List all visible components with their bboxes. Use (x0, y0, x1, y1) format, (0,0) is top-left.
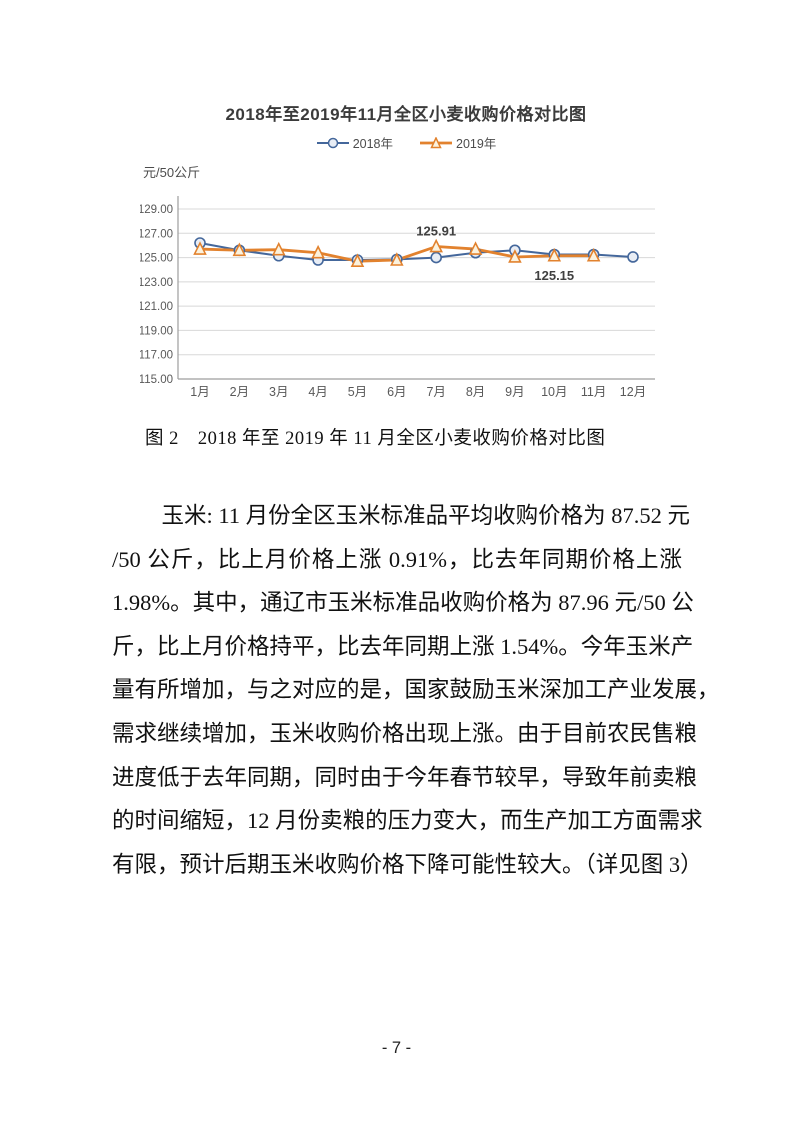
svg-text:2月: 2月 (230, 385, 249, 399)
svg-text:125.00: 125.00 (140, 253, 173, 265)
wheat-price-line-chart: 115.00 117.00 119.00 121.00 123.00 125.00 127.… (140, 196, 655, 399)
y-axis-unit-label: 元/50公斤 (143, 165, 201, 180)
chart-legend: 2018年 2019年 (140, 133, 672, 152)
svg-text:129.00: 129.00 (140, 204, 173, 216)
page-number: - 7 - (381, 1039, 412, 1057)
line-circle-marker-icon (316, 137, 349, 148)
svg-text:115.00: 115.00 (140, 374, 173, 386)
paragraph-line: 1.98%。其中，通辽市玉米标准品收购价格为 87.96 元/50 公 (112, 590, 694, 616)
legend-label-2018: 2018年 (352, 137, 393, 151)
svg-text:3月: 3月 (269, 385, 288, 399)
legend-item-2018: 2018年 (316, 133, 393, 152)
svg-text:125.91: 125.91 (416, 224, 456, 239)
svg-text:6月: 6月 (387, 385, 406, 399)
legend-label-2019: 2019年 (456, 137, 497, 151)
svg-text:11月: 11月 (581, 385, 606, 399)
svg-text:7月: 7月 (426, 385, 445, 399)
svg-text:121.00: 121.00 (140, 301, 173, 313)
svg-text:125.15: 125.15 (534, 268, 574, 283)
chart-title: 2018年至2019年11月全区小麦收购价格对比图 (225, 105, 587, 124)
svg-text:5月: 5月 (348, 385, 367, 399)
paragraph-line: 进度低于去年同期，同时由于今年春节较早，导致年前卖粮 (112, 764, 698, 790)
svg-text:1月: 1月 (190, 385, 209, 399)
svg-text:8月: 8月 (466, 385, 485, 399)
paragraph-line: 有限，预计后期玉米收购价格下降可能性较大。（详见图 3） (112, 851, 703, 877)
legend-item-2019: 2019年 (419, 133, 496, 152)
figure-caption: 图 2 2018 年至 2019 年 11 月全区小麦收购价格对比图 (145, 429, 606, 449)
paragraph-line: 量有所增加，与之对应的是，国家鼓励玉米深加工产业发展， (112, 677, 720, 703)
svg-text:119.00: 119.00 (140, 325, 173, 337)
paragraph-line: 玉米: 11 月份全区玉米标准品平均收购价格为 87.52 元 (161, 503, 691, 528)
svg-text:9月: 9月 (505, 385, 524, 399)
paragraph-line: 的时间缩短，12 月份卖粮的压力变大，而生产加工方面需求 (112, 808, 703, 834)
svg-text:10月: 10月 (541, 385, 567, 399)
svg-text:127.00: 127.00 (140, 228, 173, 240)
svg-text:123.00: 123.00 (140, 277, 173, 289)
paragraph-line: 斤，比上月价格持平，比去年同期上涨 1.54%。今年玉米产 (112, 633, 694, 659)
paragraph-line: /50 公斤，比上月价格上涨 0.91%，比去年同期价格上涨 (112, 546, 682, 572)
line-triangle-marker-icon (420, 136, 452, 148)
body-paragraph: 玉米: 11 月份全区玉米标准品平均收购价格为 87.52 元 /50 公斤，比… (112, 494, 720, 886)
paragraph-line: 需求继续增加，玉米收购价格出现上涨。由于目前农民售粮 (112, 720, 698, 746)
svg-text:12月: 12月 (620, 385, 646, 399)
svg-text:4月: 4月 (308, 385, 327, 399)
wheat-price-figure: 2018年至2019年11月全区小麦收购价格对比图 2018年 2019年 元/… (140, 100, 672, 421)
svg-text:117.00: 117.00 (140, 350, 173, 362)
